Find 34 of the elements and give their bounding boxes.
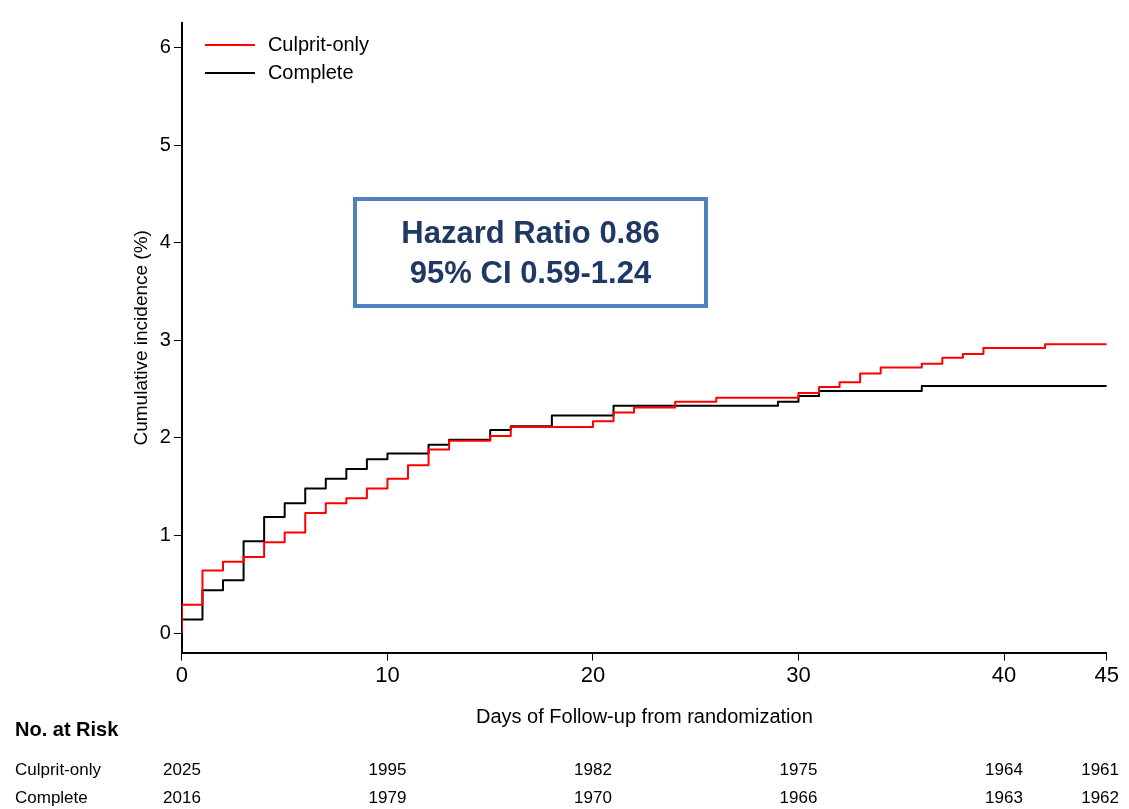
x-tick-label: 10 [375,661,400,687]
text: 2016 [163,787,201,807]
x-axis-title: Days of Follow-up from randomization [475,704,813,727]
x-tick-label: 20 [580,661,606,687]
text: 1966 [779,787,818,807]
y-tick-label: 3 [159,327,171,350]
text-box: Hazard Ratio 0.86 95% CI 0.59-1.24 [353,197,708,308]
annotation: Hazard Ratio 0.86 95% CI 0.59-1.24 [401,213,660,292]
x-tick-label: 30 [786,661,811,687]
text: 1961 [1081,759,1119,779]
text: Culprit-only [15,759,102,779]
y-tick-label: 2 [159,425,171,448]
text: 1975 [779,759,818,779]
y-tick-label: 1 [159,522,171,545]
y-axis-title: Cumulative incidence (%) [129,230,151,446]
text: Complete [15,787,88,807]
y-tick-label: 0 [159,620,171,643]
legend-label: Culprit-only [267,32,370,55]
text: 1964 [985,759,1023,779]
text: 1970 [574,787,612,807]
x-tick-label: 0 [175,661,189,687]
y-tick-label: 5 [159,132,171,155]
x-tick-label: 40 [991,661,1017,687]
text: 1963 [985,787,1023,807]
legend-label: Complete [267,60,354,83]
text: 1979 [368,787,407,807]
text: 1982 [574,759,612,779]
x-tick-label: 45 [1094,661,1120,687]
text: 1962 [1081,787,1119,807]
y-tick-label: 6 [159,34,171,57]
y-tick-label: 4 [159,230,171,253]
text: 1995 [368,759,407,779]
text: 2025 [163,759,201,779]
text: No. at Risk [15,717,120,740]
